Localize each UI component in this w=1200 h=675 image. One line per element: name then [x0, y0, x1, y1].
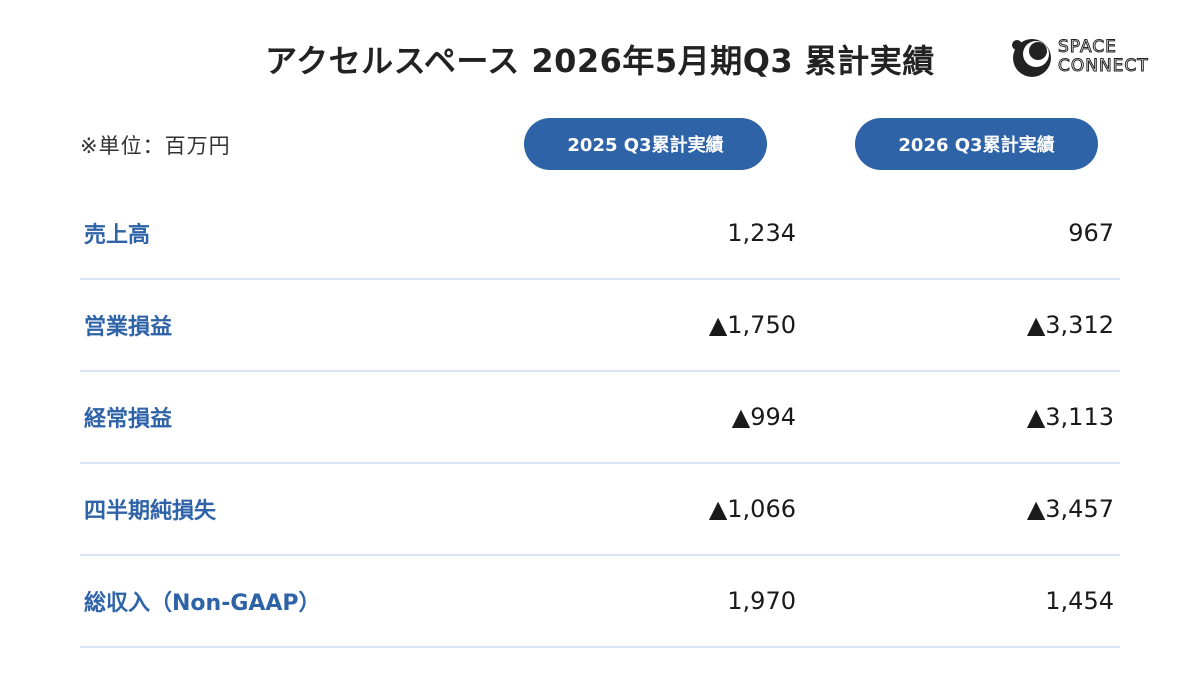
value-2026: 967	[1068, 219, 1114, 247]
table-row-net-loss: 四半期純損失 ▲1,066 ▲3,457	[80, 464, 1120, 556]
column-header-2025: 2025 Q3累計実績	[524, 118, 767, 170]
page-title: アクセルスペース 2026年5月期Q3 累計実績	[265, 42, 935, 80]
space-connect-logo: SPACE CONNECT	[1010, 36, 1160, 80]
value-2025: 1,970	[727, 587, 796, 615]
row-label: 四半期純損失	[84, 499, 217, 524]
unit-note: ※単位：百万円	[80, 134, 231, 158]
value-2026: ▲3,113	[1026, 403, 1114, 431]
table-row-revenue: 売上高 1,234 967	[80, 188, 1120, 280]
value-2025: ▲1,750	[708, 311, 796, 339]
table-row-total-revenue-non-gaap: 総収入（Non-GAAP） 1,970 1,454	[80, 556, 1120, 648]
row-label: 総収入（Non-GAAP）	[84, 591, 321, 616]
row-label: 売上高	[84, 223, 151, 248]
logo-wordmark: SPACE CONNECT	[1058, 37, 1149, 76]
value-2026: ▲3,312	[1026, 311, 1114, 339]
row-label: 営業損益	[84, 315, 173, 340]
table-row-operating-income: 営業損益 ▲1,750 ▲3,312	[80, 280, 1120, 372]
results-table: 売上高 1,234 967 営業損益 ▲1,750 ▲3,312 経常損益 ▲9…	[80, 188, 1120, 648]
row-label: 経常損益	[84, 407, 173, 432]
logo-mark-icon	[1012, 39, 1051, 77]
value-2025: 1,234	[727, 219, 796, 247]
value-2025: ▲1,066	[708, 495, 796, 523]
table-row-ordinary-income: 経常損益 ▲994 ▲3,113	[80, 372, 1120, 464]
value-2026: 1,454	[1045, 587, 1114, 615]
value-2025: ▲994	[731, 403, 796, 431]
column-header-2026: 2026 Q3累計実績	[855, 118, 1098, 170]
value-2026: ▲3,457	[1026, 495, 1114, 523]
